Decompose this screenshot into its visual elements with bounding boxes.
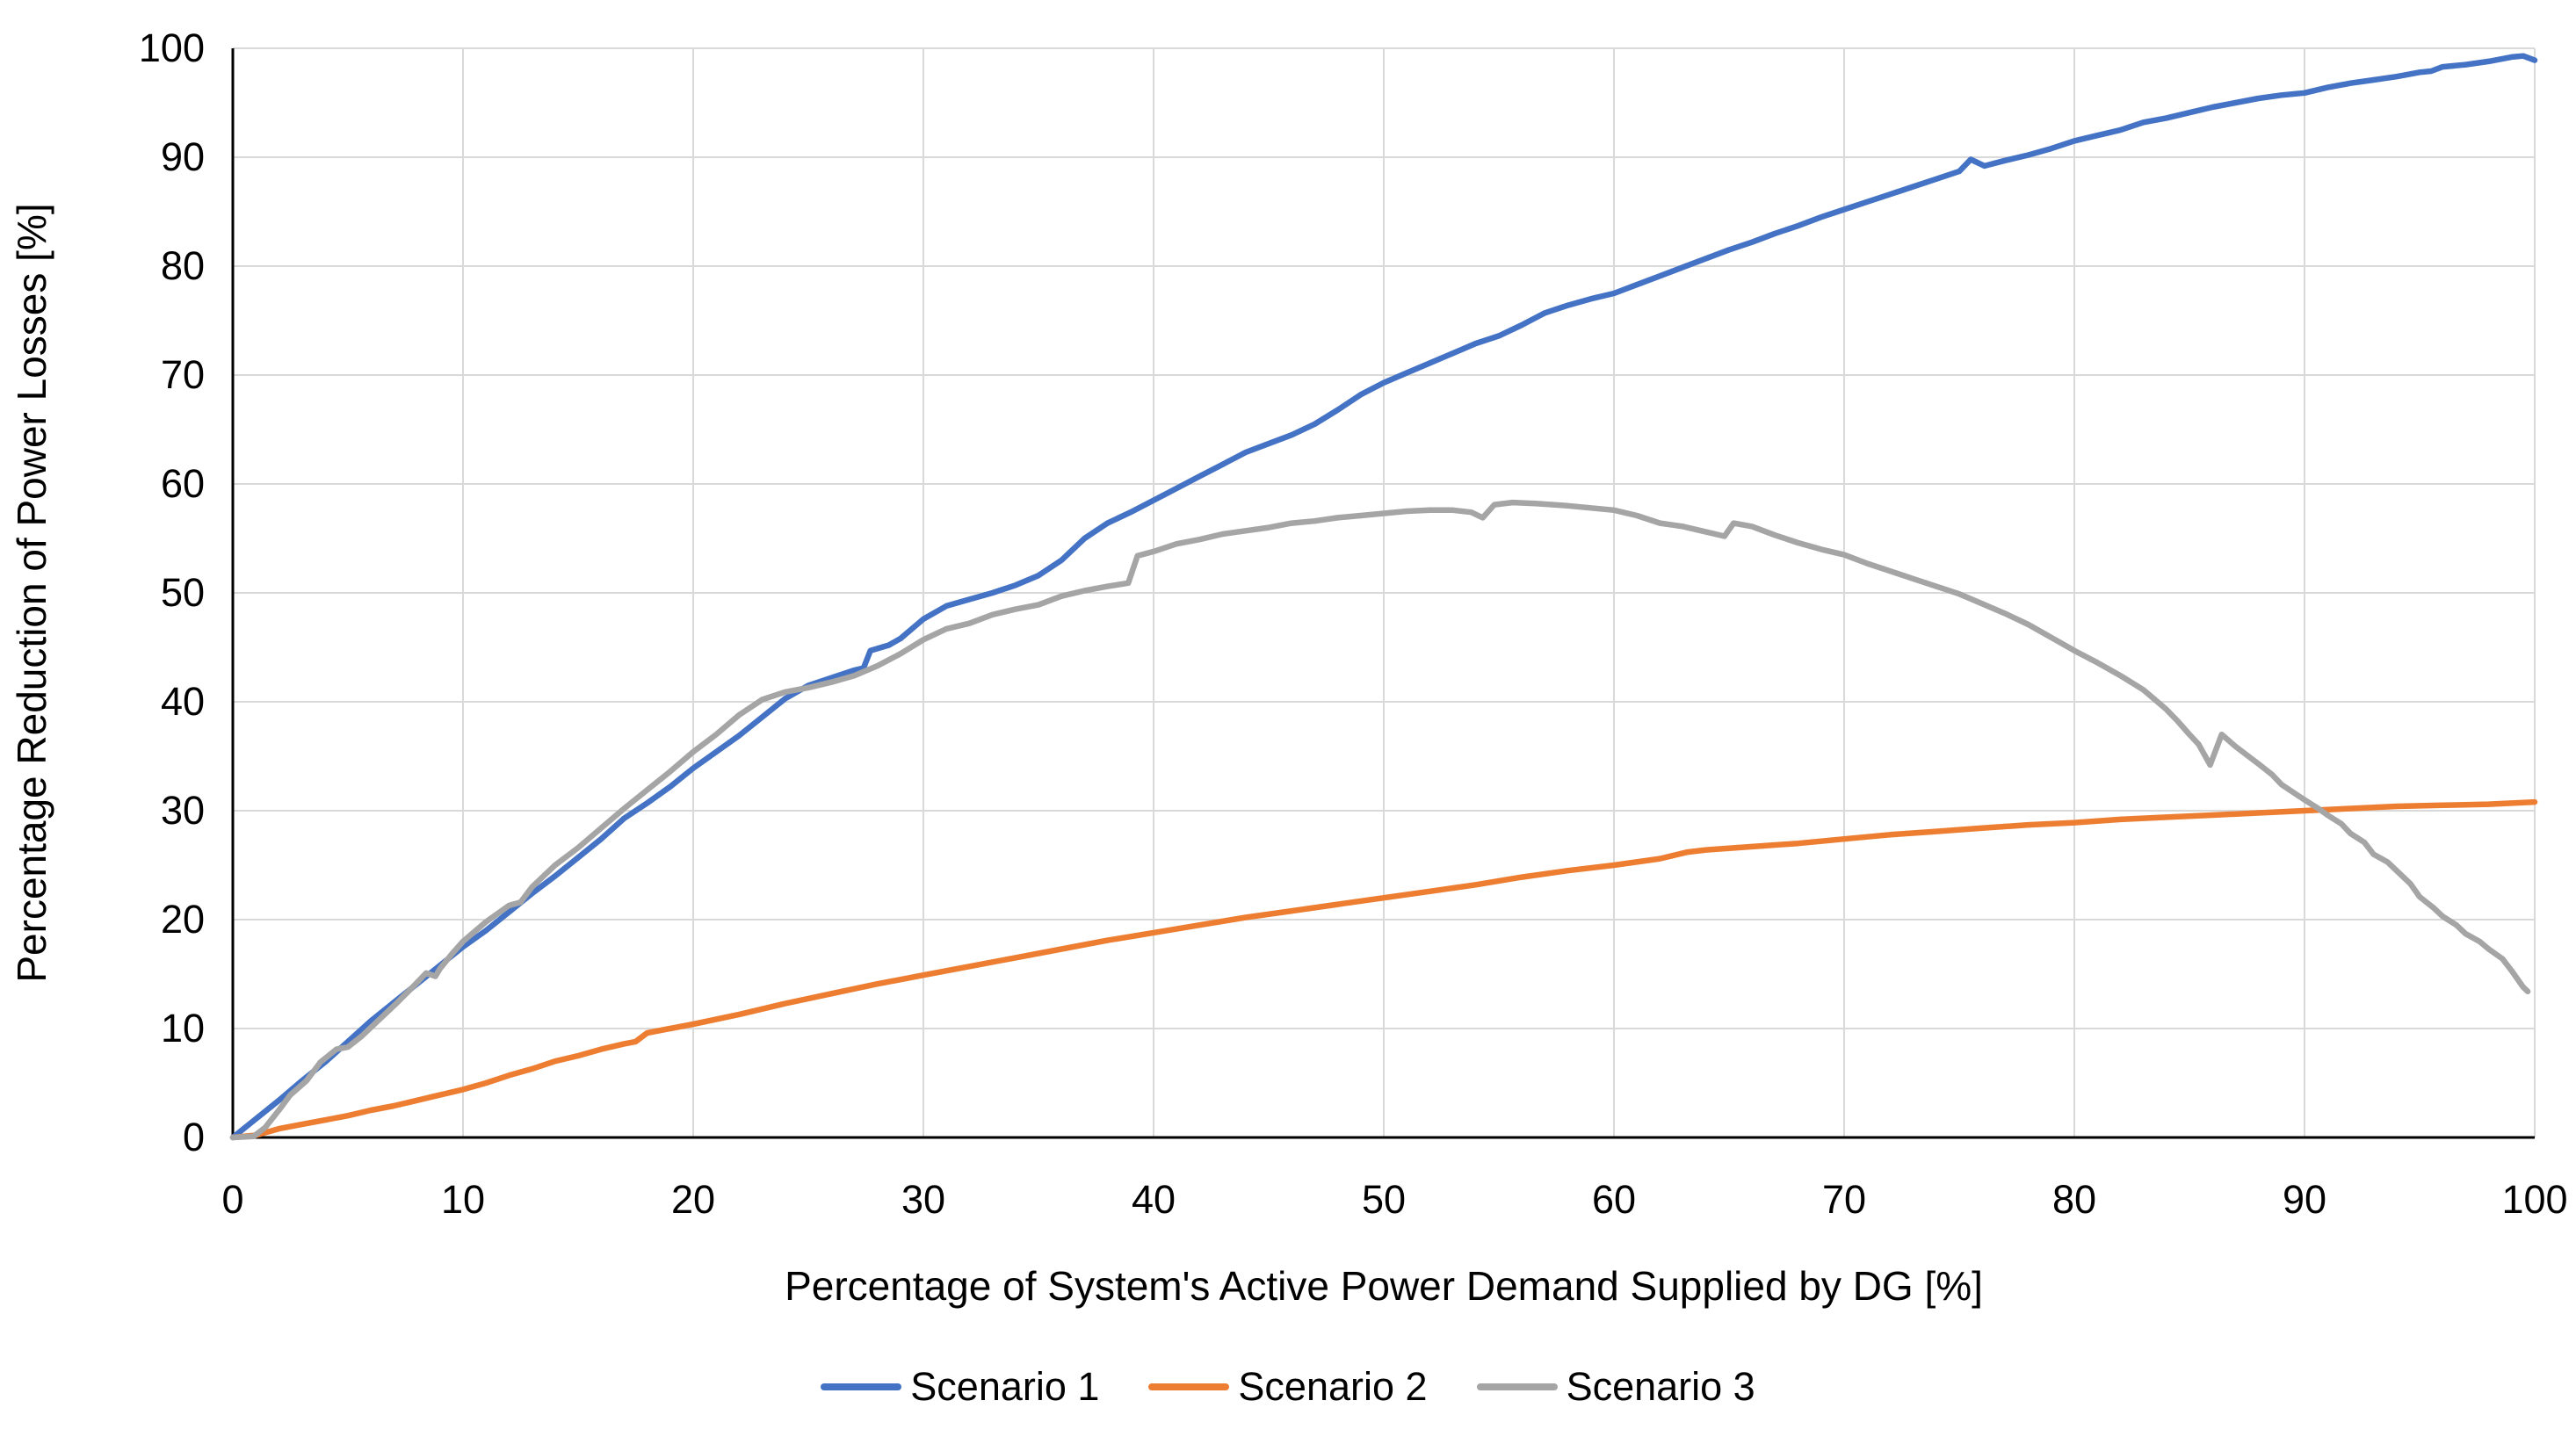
y-tick-label: 80	[161, 243, 205, 288]
legend-label-scenario-1: Scenario 1	[910, 1364, 1100, 1409]
legend-item-scenario-3: Scenario 3	[1476, 1364, 1755, 1409]
series-line-scenario-2	[229, 798, 2538, 1141]
x-tick-label: 70	[1822, 1177, 1866, 1222]
legend-line-scenario-3-icon	[1476, 1383, 1558, 1390]
y-tick-label: 70	[161, 352, 205, 397]
x-tick-label: 30	[901, 1177, 945, 1222]
y-tick-label: 20	[161, 897, 205, 942]
x-tick-label: 90	[2283, 1177, 2326, 1222]
y-tick-label: 90	[161, 134, 205, 179]
series-line-scenario-1	[229, 53, 2538, 1141]
x-tick-label: 60	[1592, 1177, 1636, 1222]
x-tick-label: 10	[441, 1177, 485, 1222]
legend-line-scenario-2-icon	[1148, 1383, 1230, 1390]
x-tick-label: 50	[1362, 1177, 1406, 1222]
y-tick-label: 0	[183, 1115, 205, 1159]
x-tick-label: 100	[2501, 1177, 2567, 1222]
legend-item-scenario-2: Scenario 2	[1148, 1364, 1428, 1409]
x-tick-label: 0	[221, 1177, 243, 1222]
series-line-scenario-3	[229, 499, 2531, 1141]
y-axis-title: Percentage Reduction of Power Losses [%]	[9, 203, 54, 982]
x-tick-label: 20	[671, 1177, 715, 1222]
legend-line-scenario-1-icon	[821, 1383, 902, 1390]
x-tick-label: 40	[1132, 1177, 1176, 1222]
y-tick-label: 60	[161, 461, 205, 506]
y-tick-label: 100	[139, 25, 205, 70]
legend-label-scenario-2: Scenario 2	[1238, 1364, 1428, 1409]
legend-label-scenario-3: Scenario 3	[1566, 1364, 1755, 1409]
x-axis-title: Percentage of System's Active Power Dema…	[785, 1263, 1983, 1309]
y-tick-label: 30	[161, 788, 205, 833]
y-tick-label: 50	[161, 570, 205, 615]
x-tick-label: 80	[2052, 1177, 2096, 1222]
legend-item-scenario-1: Scenario 1	[821, 1367, 1099, 1406]
chart-legend: Scenario 1 Scenario 2 Scenario 3	[0, 1367, 2576, 1406]
y-tick-label: 40	[161, 679, 205, 724]
y-tick-label: 10	[161, 1006, 205, 1051]
